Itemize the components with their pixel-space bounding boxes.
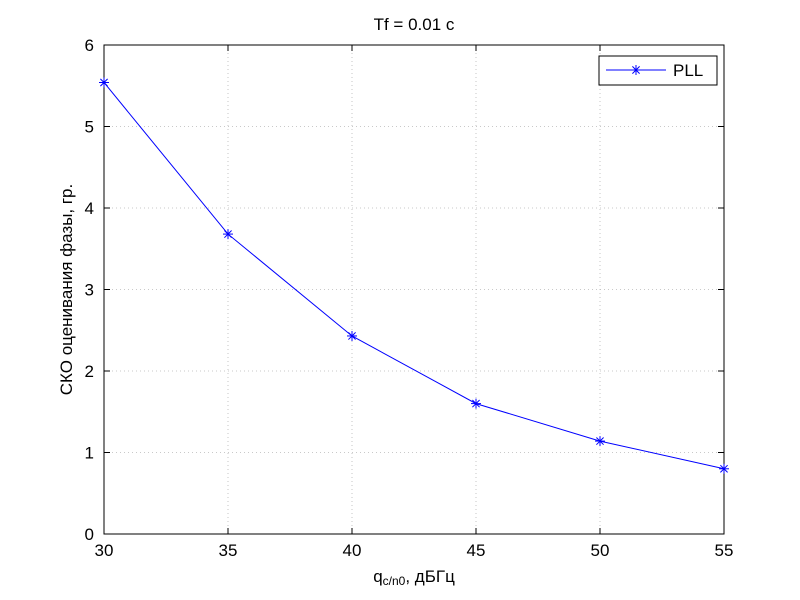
series-layer [99,77,729,474]
axis-ticks [103,44,725,535]
legend-marker [631,65,641,75]
legend: PLL [598,55,718,86]
y-tick-label: 3 [85,281,94,300]
x-axis-label: qc/n0, дБГц [373,567,455,588]
y-axis-label: СКО оценивания фазы, гр. [57,184,76,395]
data-point-marker [595,436,605,447]
legend-asterisk [631,65,641,75]
x-axis-label-main: q [373,567,382,586]
data-point-marker [99,77,109,88]
x-tick-label: 35 [219,541,238,560]
legend-label: PLL [673,61,703,80]
x-tick-label: 45 [467,541,486,560]
chart-title: Tf = 0.01 с [374,15,455,34]
x-tick-label: 55 [715,541,734,560]
data-point-marker [471,398,481,409]
x-tick-label: 40 [343,541,362,560]
series-line-pll [103,82,725,470]
data-point-marker [347,330,357,341]
x-tick-label: 50 [591,541,610,560]
data-point-marker [719,463,729,474]
data-point-marker [223,229,233,240]
y-tick-label: 4 [85,199,94,218]
y-tick-label: 1 [85,444,94,463]
x-axis-label-suffix: , дБГц [405,567,455,586]
x-axis-label-subscript: c/n0 [383,574,406,588]
y-tick-label: 2 [85,362,94,381]
y-tick-label: 6 [85,36,94,55]
y-tick-label: 5 [85,118,94,137]
grid [104,45,724,534]
y-tick-label: 0 [85,525,94,544]
x-tick-label: 30 [95,541,114,560]
